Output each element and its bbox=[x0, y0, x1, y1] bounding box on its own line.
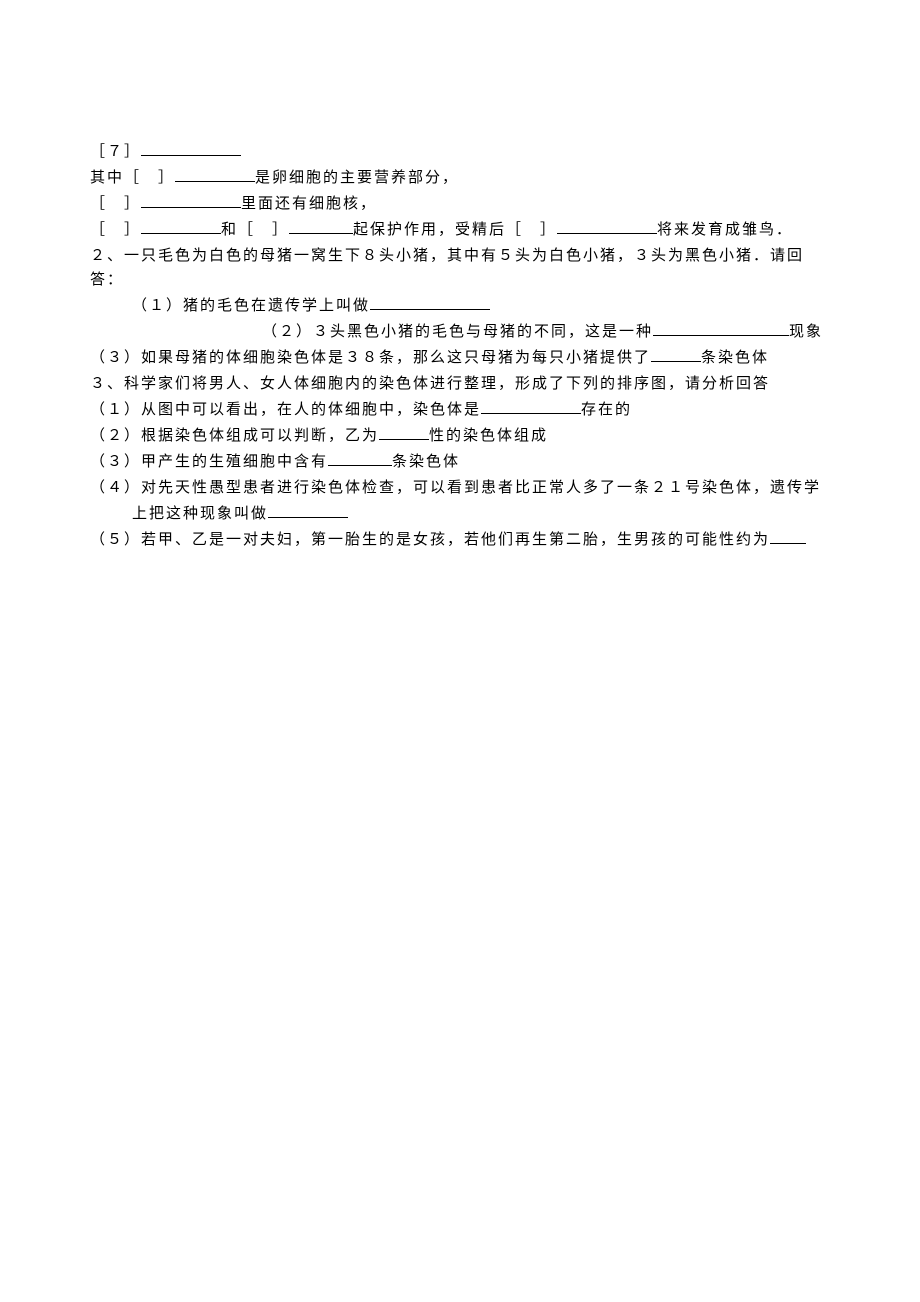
question-2-3: （３）如果母猪的体细胞染色体是３８条，那么这只母猪为每只小猪提供了 条染色体 bbox=[90, 346, 830, 370]
question-3-1: （１）从图中可以看出，在人的体细胞中，染色体是 存在的 bbox=[90, 398, 830, 422]
text-protect-b: 和［ ］ bbox=[221, 222, 289, 238]
text-q3-1b: 存在的 bbox=[581, 402, 632, 418]
question-3-4-line2: 上把这种现象叫做 bbox=[90, 502, 830, 526]
text-q3-3b: 条染色体 bbox=[392, 454, 460, 470]
text-protect-a: ［ ］ bbox=[90, 222, 141, 238]
text-protect-d: 将来发育成雏鸟． bbox=[657, 222, 793, 238]
text-nucleus-a: ［ ］ bbox=[90, 196, 141, 212]
text-q2-2b: 现象 bbox=[789, 324, 823, 340]
text-q2-1: （１）猪的毛色在遗传学上叫做 bbox=[132, 298, 370, 314]
question-2-1: （１）猪的毛色在遗传学上叫做 bbox=[90, 294, 830, 318]
text-q2-3a: （３）如果母猪的体细胞染色体是３８条，那么这只母猪为每只小猪提供了 bbox=[90, 350, 651, 366]
text-nutrient-a: 其中［ ］ bbox=[90, 170, 175, 186]
text-protect-c: 起保护作用，受精后［ ］ bbox=[353, 222, 557, 238]
blank-q2-1 bbox=[370, 295, 490, 310]
text-q3-1a: （１）从图中可以看出，在人的体细胞中，染色体是 bbox=[90, 402, 481, 418]
blank-7 bbox=[141, 141, 241, 156]
question-2: ２、一只毛色为白色的母猪一窝生下８头小猪，其中有５头为白色小猪，３头为黑色小猪．… bbox=[90, 244, 830, 292]
text-q3-5a: （５）若甲、乙是一对夫妇，第一胎生的是女孩，若他们再生第二胎，生男孩的可能性约为 bbox=[90, 532, 770, 548]
question-3: ３、科学家们将男人、女人体细胞内的染色体进行整理，形成了下列的排序图，请分析回答 bbox=[90, 372, 830, 396]
question-3-5: （５）若甲、乙是一对夫妇，第一胎生的是女孩，若他们再生第二胎，生男孩的可能性约为 bbox=[90, 528, 830, 552]
line-nucleus: ［ ］ 里面还有细胞核， bbox=[90, 192, 830, 216]
blank-nucleus bbox=[141, 193, 241, 208]
question-3-2: （２）根据染色体组成可以判断，乙为 性的染色体组成 bbox=[90, 424, 830, 448]
line-7-label: ［７］ bbox=[90, 140, 830, 164]
question-3-4-line1: （４）对先天性愚型患者进行染色体检查，可以看到患者比正常人多了一条２１号染色体，… bbox=[90, 476, 830, 500]
blank-protect-3 bbox=[557, 219, 657, 234]
blank-q2-3 bbox=[651, 347, 701, 362]
text-q3-4a: （４）对先天性愚型患者进行染色体检查，可以看到患者比正常人多了一条２１号染色体，… bbox=[90, 480, 821, 496]
text-q3-4b: 上把这种现象叫做 bbox=[132, 506, 268, 522]
blank-q3-4 bbox=[268, 503, 348, 518]
blank-q3-1 bbox=[481, 399, 581, 414]
blank-q2-2 bbox=[653, 321, 789, 336]
text-7: ［７］ bbox=[90, 144, 141, 160]
blank-q3-3 bbox=[328, 451, 392, 466]
text-q2-3b: 条染色体 bbox=[701, 350, 769, 366]
blank-nutrient bbox=[175, 167, 255, 182]
text-q2: ２、一只毛色为白色的母猪一窝生下８头小猪，其中有５头为白色小猪，３头为黑色小猪．… bbox=[90, 248, 804, 288]
text-nucleus-b: 里面还有细胞核， bbox=[241, 196, 377, 212]
text-q3-3a: （３）甲产生的生殖细胞中含有 bbox=[90, 454, 328, 470]
text-q3-2b: 性的染色体组成 bbox=[429, 428, 548, 444]
text-nutrient-b: 是卵细胞的主要营养部分， bbox=[255, 170, 459, 186]
blank-q3-2 bbox=[379, 425, 429, 440]
text-q2-2a: （２）３头黑色小猪的毛色与母猪的不同，这是一种 bbox=[262, 324, 653, 340]
question-3-3: （３）甲产生的生殖细胞中含有 条染色体 bbox=[90, 450, 830, 474]
line-nutrient: 其中［ ］ 是卵细胞的主要营养部分， bbox=[90, 166, 830, 190]
blank-q3-5 bbox=[770, 529, 806, 544]
blank-protect-2 bbox=[289, 219, 353, 234]
text-q3-2a: （２）根据染色体组成可以判断，乙为 bbox=[90, 428, 379, 444]
question-2-2: （２）３头黑色小猪的毛色与母猪的不同，这是一种 现象 bbox=[90, 320, 830, 344]
line-protect: ［ ］ 和［ ］ 起保护作用，受精后［ ］ 将来发育成雏鸟． bbox=[90, 218, 830, 242]
text-q3: ３、科学家们将男人、女人体细胞内的染色体进行整理，形成了下列的排序图，请分析回答 bbox=[90, 376, 770, 392]
blank-protect-1 bbox=[141, 219, 221, 234]
